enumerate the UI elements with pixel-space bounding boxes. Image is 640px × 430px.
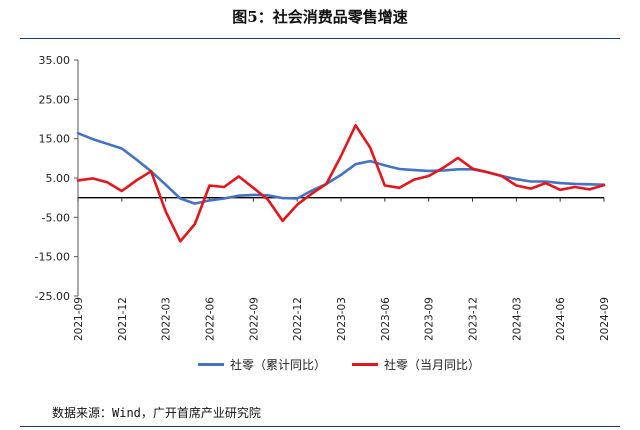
source-note: 数据来源：Wind，广开首席产业研究院 xyxy=(52,406,261,420)
x-tick-label: 2024-09 xyxy=(599,297,611,341)
y-tick-label: 5.00 xyxy=(46,172,71,185)
legend-label-monthly: 社零（当月同比） xyxy=(384,358,481,372)
footer-rule xyxy=(20,426,620,427)
figure-title: 图5：社会消费品零售增速 xyxy=(232,8,408,26)
x-tick-label: 2022-09 xyxy=(248,297,260,341)
y-tick-label: -15.00 xyxy=(35,251,70,264)
y-tick-label: -25.00 xyxy=(35,290,70,303)
legend-label-cumulative: 社零（累计同比） xyxy=(230,358,327,372)
x-tick-label: 2022-12 xyxy=(292,297,304,341)
x-tick-label: 2023-09 xyxy=(424,297,436,341)
x-tick-label: 2023-12 xyxy=(468,297,480,341)
x-tick-label: 2022-03 xyxy=(161,297,173,341)
y-tick-label: -5.00 xyxy=(42,211,70,224)
title-rule xyxy=(20,38,620,39)
series-line-monthly xyxy=(76,124,606,243)
legend-swatch-cumulative xyxy=(198,363,224,366)
x-tick-label: 2023-03 xyxy=(336,297,348,341)
x-tick-label: 2024-06 xyxy=(555,297,567,341)
x-tick-label: 2021-12 xyxy=(117,297,129,341)
x-tick-label: 2024-03 xyxy=(511,297,523,341)
y-tick-label: 15.00 xyxy=(39,133,71,146)
legend-item-monthly: 社零（当月同比） xyxy=(352,356,480,373)
y-tick-label: 25.00 xyxy=(39,93,71,106)
legend-item-cumulative: 社零（累计同比） xyxy=(198,356,326,373)
x-tick-label: 2023-06 xyxy=(380,297,392,341)
x-tick-label: 2022-06 xyxy=(205,297,217,341)
legend-swatch-monthly xyxy=(352,363,379,366)
legend: 社零（累计同比） 社零（当月同比） xyxy=(198,356,480,373)
series-line-cumulative xyxy=(76,131,606,205)
x-tick-label: 2021-09 xyxy=(73,297,85,341)
y-tick-label: 35.00 xyxy=(39,54,71,67)
